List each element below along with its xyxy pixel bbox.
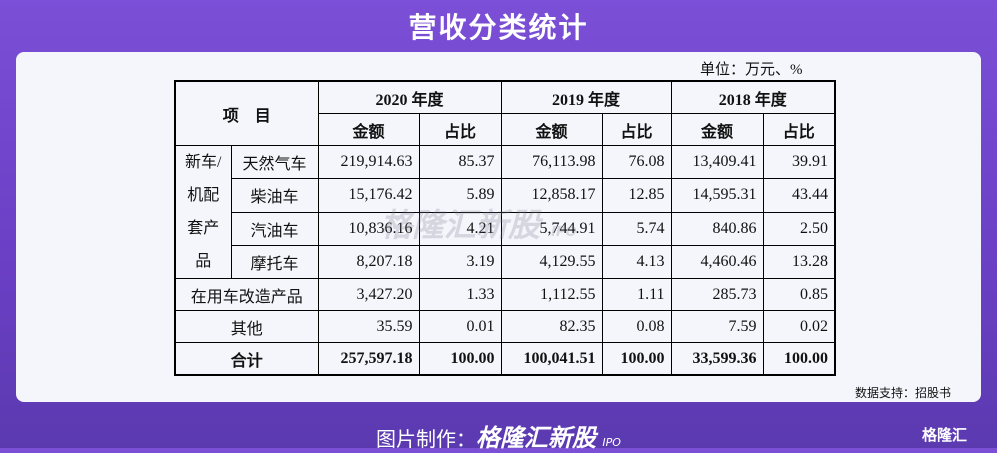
group-label-line: 机配 xyxy=(187,187,220,204)
year-header: 2019 年度 xyxy=(500,80,672,114)
table-row: 汽油车 10,836.16 4.21 5,744.91 5.74 840.86 2.50 xyxy=(175,211,836,246)
cell: 0.02 xyxy=(762,310,836,343)
cell: 4.13 xyxy=(601,244,672,280)
credit: 图片制作：格隆汇新股 IPO xyxy=(0,418,997,453)
table-row: 合计 257,597.18 100.00 100,041.51 100.00 33,599… xyxy=(174,342,836,376)
cell: 4,460.46 xyxy=(670,244,764,280)
cell: 257,597.18 xyxy=(317,342,420,376)
cell: 4,129.55 xyxy=(500,244,603,280)
cell: 3,427.20 xyxy=(317,278,420,311)
cell: 15,176.42 xyxy=(317,178,420,213)
group-label-line: 品 xyxy=(195,253,212,270)
cell: 100.00 xyxy=(418,342,502,376)
cell: 2.50 xyxy=(762,211,836,246)
cell: 1,112.55 xyxy=(500,278,603,311)
cell: 82.35 xyxy=(500,310,603,343)
cell: 33,599.36 xyxy=(670,342,764,376)
year-header: 2020 年度 xyxy=(317,80,502,114)
subheader: 金额 xyxy=(500,113,603,146)
cell: 1.11 xyxy=(601,278,672,311)
subheader: 占比 xyxy=(601,113,672,146)
subheader: 占比 xyxy=(418,113,502,146)
watermark-brand: 格隆汇新股 xyxy=(380,206,541,244)
cell: 12,858.17 xyxy=(500,178,603,213)
cell: 0.85 xyxy=(762,278,836,311)
cell: 7.59 xyxy=(670,310,764,343)
year-header: 2018 年度 xyxy=(670,80,836,114)
cell: 13.28 xyxy=(762,244,836,280)
group-label-line: 套产 xyxy=(187,220,220,237)
cell: 100,041.51 xyxy=(500,342,603,376)
cell: 76,113.98 xyxy=(500,144,603,180)
cell: 8,207.18 xyxy=(317,244,420,280)
cell: 76.08 xyxy=(601,144,672,180)
row-label: 天然气车 xyxy=(230,144,319,180)
subheader: 金额 xyxy=(317,113,420,146)
cell: 4.21 xyxy=(418,211,502,246)
cell: 85.37 xyxy=(418,144,502,180)
row-label: 汽油车 xyxy=(230,211,319,246)
unit: 单位：万元、% xyxy=(700,62,803,78)
table-row: 新车/机配 套产品天然气车 219,914.63 85.37 76,113.98 76.0… xyxy=(174,144,836,279)
cell: 0.01 xyxy=(418,310,502,343)
subheader: 金额 xyxy=(670,113,764,146)
row-label: 合计 xyxy=(174,342,319,376)
cell: 39.91 xyxy=(762,144,836,180)
cell: 100.00 xyxy=(601,342,672,376)
cell: 285.73 xyxy=(670,278,764,311)
cell: 12.85 xyxy=(601,178,672,213)
source: 数据支持：招股书 xyxy=(855,386,952,400)
table-row: 在用车改造产品 3,427.20 1.33 1,112.55 1.11 285.73 0.8… xyxy=(174,278,836,311)
subheader: 占比 xyxy=(762,113,836,146)
cell: 3.19 xyxy=(418,244,502,280)
row-label: 摩托车 xyxy=(230,244,319,280)
table-row: 柴油车 15,176.42 5.89 12,858.17 12.85 14,595.31 4… xyxy=(175,178,836,213)
table-row: 其他 35.59 0.01 82.35 0.08 7.59 0.02 xyxy=(174,310,836,343)
table-row: 摩托车 8,207.18 3.19 4,129.55 4.13 4,460.46 13.28 xyxy=(175,244,836,280)
cell: 100.00 xyxy=(762,342,836,376)
header-cell: 项 目 xyxy=(174,80,319,146)
credit-brand: 格隆汇新股 xyxy=(476,424,597,452)
cell: 0.08 xyxy=(601,310,672,343)
row-label: 柴油车 xyxy=(230,178,319,213)
cell: 5.74 xyxy=(601,211,672,246)
cell: 5.89 xyxy=(418,178,502,213)
logo: 格隆汇 xyxy=(922,426,968,444)
group-label: 新车/机配套产品 xyxy=(174,145,232,279)
watermark-ipo: IPO xyxy=(551,225,577,240)
cell: 13,409.41 xyxy=(670,144,764,180)
cell: 1.33 xyxy=(418,278,502,311)
cell: 14,595.31 xyxy=(670,178,764,213)
cell: 43.44 xyxy=(762,178,836,213)
credit-label: 图片制作： xyxy=(376,427,477,451)
row-label: 在用车改造产品 xyxy=(174,278,319,311)
cell: 35.59 xyxy=(317,310,420,343)
title: 营收分类统计 xyxy=(408,11,589,44)
cell: 10,836.16 xyxy=(317,211,420,246)
row-label: 其他 xyxy=(174,310,319,343)
cell: 219,914.63 xyxy=(317,144,420,180)
credit-ipo: IPO xyxy=(602,436,621,449)
watermark: 格隆汇新股 IPO xyxy=(380,200,577,246)
cell: 840.86 xyxy=(670,211,764,246)
revenue-table: 项 目 2020 年度 2019 年度 2018 年度 金额 占比 金额 占比 金额 占比… xyxy=(174,80,836,376)
group-label-line: 新车/ xyxy=(185,154,222,171)
